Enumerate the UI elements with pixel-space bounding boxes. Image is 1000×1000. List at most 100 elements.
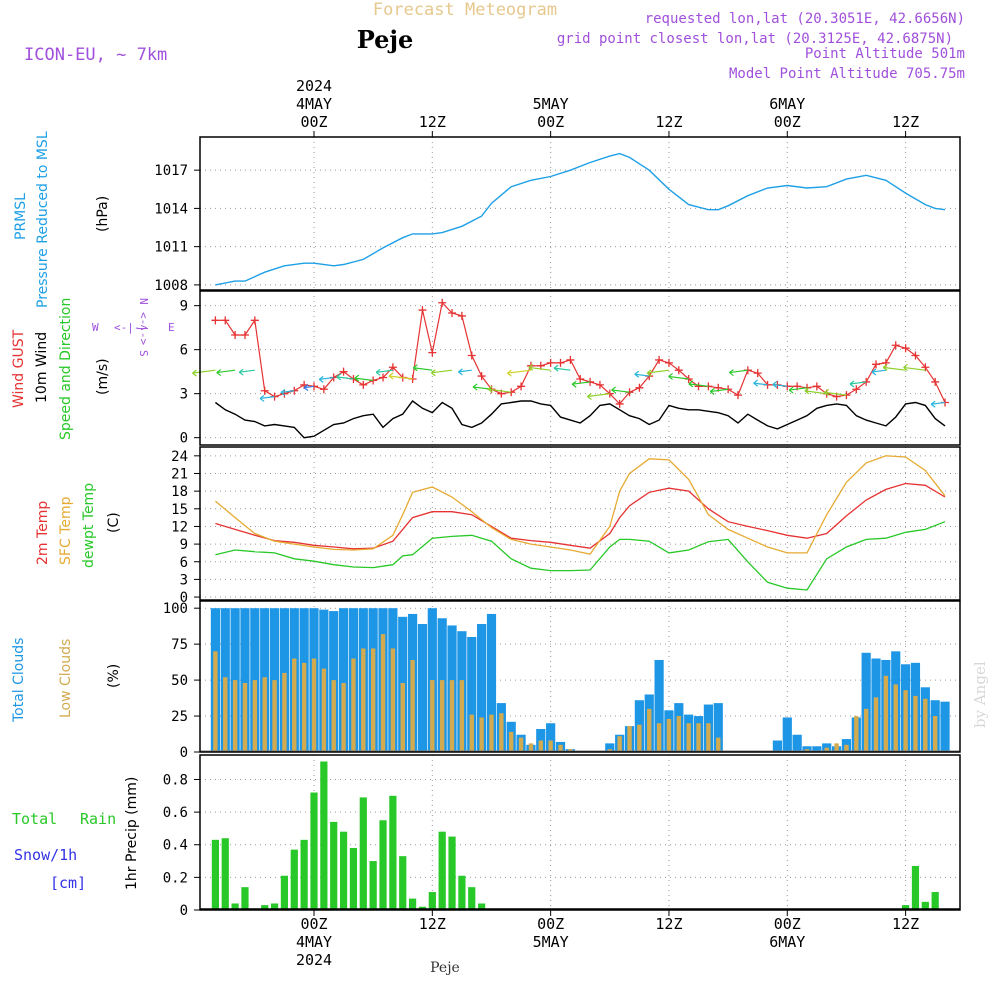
rain-bar [330,821,338,910]
gust-marker [891,341,900,350]
wind-arrow [239,369,255,373]
location-title: Peje [357,25,414,54]
gust-marker [852,385,861,394]
low-cloud-bar [893,684,898,752]
low-cloud-bar [716,737,721,752]
pressure-ytick-label: 1014 [154,201,188,217]
compass-horizontal: <-|-> [114,321,147,334]
bottom-time-label: 4MAY [296,933,332,951]
wind-arrow [488,388,512,393]
total-cloud-bar [772,740,783,752]
precip-panel-labels: Total Rain Snow/1h [cm] 1hr Precip (mm) [12,777,140,892]
wind-unit: (m/s) [95,358,111,395]
wind-arrow-head [688,380,694,388]
gust-marker [517,382,526,391]
wind-arrow [216,369,236,374]
gust-marker [911,351,920,360]
wind-arrow [789,387,808,391]
low-cloud-bar [913,695,918,752]
wind-arrow-head [611,386,617,394]
wind-frame [199,290,961,446]
temp-2m-line [215,482,946,550]
wind-arrow [611,389,630,393]
wind-arrow [319,376,334,380]
total-cloud-bar [417,624,428,752]
wind-arrow [554,367,571,371]
wind-arrow-head [336,373,342,381]
total-cloud-bar [240,608,250,752]
wind-arrow [507,369,531,374]
gust-marker [674,366,683,375]
wind-arrow-head [849,380,855,388]
rain-bar [231,903,239,910]
top-time-label: 00Z [537,113,564,131]
gust-marker [428,348,437,357]
low-cloud-bar [321,668,327,752]
rain-bar [261,905,269,910]
total-cloud-bar [605,743,615,752]
wind-arrow-head [772,381,778,388]
wind-ytick-label: 3 [180,387,188,403]
low-cloud-bar [873,697,879,752]
wind-arrow-head [824,388,829,396]
low-cloud-bar [469,714,474,752]
clouds-ytick-label: 75 [171,637,188,653]
rain-bar [428,892,436,910]
low-cloud-bar [410,659,415,752]
pressure-ytick-label: 1017 [154,163,188,179]
wind-arrow-head [238,368,244,376]
temperature-ytick-label: 15 [171,502,188,518]
wind-arrow [688,383,709,387]
clouds-frame [199,600,961,753]
low-cloud-bar [617,736,622,752]
wind-panel-labels: Wind GUST 10m Wind Speed and Direction (… [11,298,175,440]
temp-unit: (C) [106,512,122,533]
pressure-panel: 1008 1011 1014 1017 [154,136,961,294]
wind-arrow-head [318,375,324,383]
gust-marker [753,369,762,378]
gust-marker [694,382,703,391]
wind-arrow [280,390,295,394]
compass-s: S [137,350,150,357]
gust-marker [231,331,240,339]
wind-arrow [572,381,591,385]
wind-arrow-head [412,364,418,372]
top-time-label: 00Z [300,113,327,131]
wind-arrow-head [216,369,222,377]
compass-e: E [168,321,175,334]
wind-arrow-head [487,385,493,393]
wind-arrow-head [280,388,286,396]
temp-sfc-line [214,455,946,555]
precipitation-ytick-label: 0.2 [163,870,188,886]
low-cloud-bar [627,726,632,752]
footer-location: Peje [430,960,460,976]
total-cloud-bar [486,613,497,752]
wind-arrow-head [259,394,265,402]
point-altitude: Point Altitude 501m [805,46,965,62]
pressure-frame [199,136,961,291]
temperature-ytick-label: 3 [180,572,188,588]
rain-bar [409,898,417,910]
wind-arrow-head [646,369,652,377]
total-cloud-bar [546,723,556,752]
low-cloud-bar [528,743,534,752]
rain-bar [389,795,397,910]
wind-ytick-label: 9 [180,299,188,315]
gust-marker [635,383,644,392]
rain-bar [221,838,229,910]
wind-arrow [336,376,354,380]
low-cloud-bar [637,724,642,752]
wind-arrow-head [930,400,936,408]
temp-label-sfc: SFC Temp [58,496,74,565]
low-cloud-bar [301,662,307,752]
top-time-label: 4MAY [296,95,332,113]
temperature-ytick-label: 0 [180,590,188,606]
total-cloud-bar [713,703,723,752]
wind-label-speed: Speed and Direction [58,298,74,440]
wind-arrow-head [729,369,734,377]
rain-bar [438,831,446,910]
wind-arrow [824,391,847,396]
low-cloud-bar [509,731,514,752]
